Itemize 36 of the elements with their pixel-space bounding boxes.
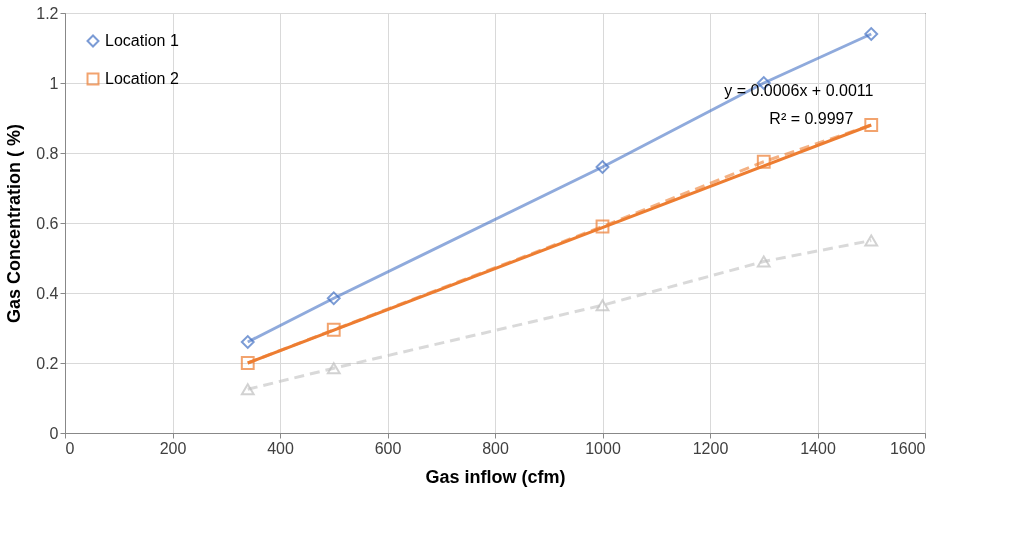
point <box>326 322 341 337</box>
legend-label: Location 2 <box>105 70 179 87</box>
annotation: R² = 0.9997 <box>769 109 854 127</box>
x-axis-title: Gas inflow (cfm) <box>425 466 566 487</box>
point <box>326 291 341 306</box>
y-tick-label: 1.2 <box>36 4 59 22</box>
point <box>240 335 255 349</box>
annotation: y = 0.0006x + 0.0011 <box>724 81 874 99</box>
y-tick-label: 1 <box>49 74 59 92</box>
x-tick-label: 200 <box>159 439 187 457</box>
point <box>595 160 610 174</box>
x-tick-label: 0 <box>65 439 75 457</box>
point <box>756 154 771 169</box>
y-tick-label: 0.2 <box>36 354 59 372</box>
point <box>595 299 610 312</box>
point <box>756 255 771 268</box>
y-tick-label: 0.8 <box>36 144 59 162</box>
x-tick-label: 1200 <box>692 439 729 457</box>
point <box>326 362 341 375</box>
legend-label: Location 1 <box>105 32 179 49</box>
point <box>595 219 610 234</box>
point <box>864 118 879 132</box>
x-tick-label: 800 <box>482 439 509 457</box>
y-tick-label: 0.4 <box>36 284 59 302</box>
point <box>864 27 879 41</box>
x-tick-label: 600 <box>374 439 402 457</box>
point <box>240 383 255 396</box>
x-tick-label: 1600 <box>889 439 926 457</box>
point <box>240 356 255 370</box>
x-tick-label: 1400 <box>800 439 836 457</box>
x-tick-label: 1000 <box>585 439 621 457</box>
y-tick-label: 0 <box>49 424 59 442</box>
point <box>864 234 879 247</box>
x-tick-label: 400 <box>267 439 294 457</box>
y-tick-label: 0.6 <box>36 214 59 232</box>
y-axis-title: Gas Concentration ( %) <box>4 123 25 324</box>
